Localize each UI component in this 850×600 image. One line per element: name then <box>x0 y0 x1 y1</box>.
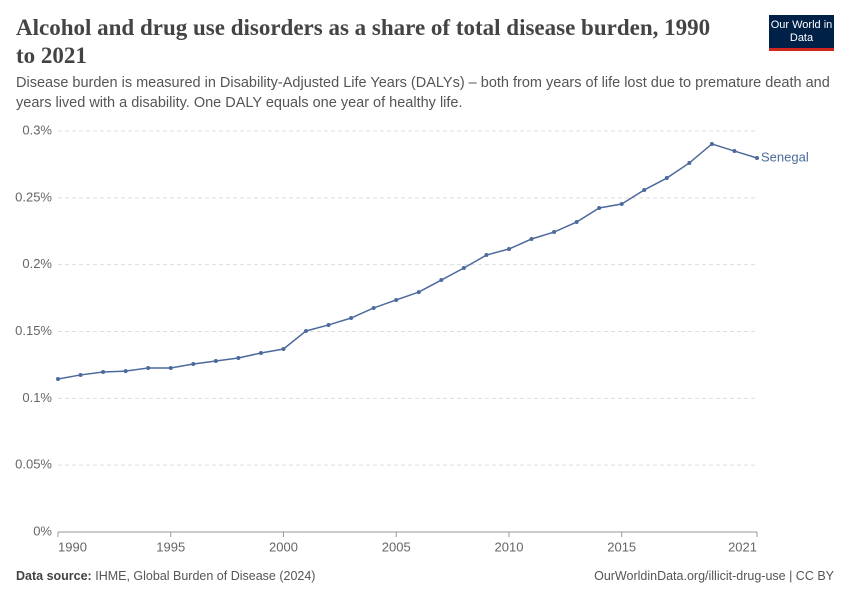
point <box>394 297 399 302</box>
chart-subtitle: Disease burden is measured in Disability… <box>16 75 830 111</box>
x-tick-label: 1990 <box>58 539 87 554</box>
point <box>78 372 83 377</box>
point <box>146 365 151 370</box>
point <box>101 370 106 375</box>
y-tick-label: 0.1% <box>22 390 52 405</box>
point <box>732 149 737 154</box>
logo[interactable]: Our World in Data <box>769 15 834 51</box>
x-tick-label: 2005 <box>382 539 411 554</box>
point <box>484 253 489 258</box>
point <box>619 201 624 206</box>
point <box>574 220 579 225</box>
x-tick-label: 1995 <box>156 539 185 554</box>
point <box>552 230 557 235</box>
point <box>439 278 444 283</box>
series-label: Senegal <box>761 149 809 164</box>
point <box>258 351 263 356</box>
point <box>709 141 714 146</box>
point <box>506 247 511 252</box>
x-tick-label: 2015 <box>607 539 636 554</box>
chart-title: Alcohol and drug use disorders as a shar… <box>16 15 711 68</box>
point <box>461 266 466 271</box>
y-tick-label: 0.05% <box>15 457 52 472</box>
point <box>281 347 286 352</box>
point <box>664 176 669 181</box>
point <box>349 315 354 320</box>
point <box>597 205 602 210</box>
point <box>529 237 534 242</box>
x-tick-label: 2010 <box>495 539 524 554</box>
point <box>687 160 692 165</box>
point <box>416 290 421 295</box>
source-label: Data source: <box>16 569 92 583</box>
point <box>123 369 128 374</box>
point <box>191 361 196 366</box>
source-text: IHME, Global Burden of Disease (2024) <box>95 569 316 583</box>
point <box>213 359 218 364</box>
x-tick-label: 2021 <box>728 539 757 554</box>
y-tick-label: 0.3% <box>22 122 52 137</box>
source: Data source: IHME, Global Burden of Dise… <box>16 569 315 583</box>
y-tick-label: 0% <box>33 523 52 538</box>
point <box>642 187 647 192</box>
point <box>304 328 309 333</box>
point <box>236 355 241 360</box>
line <box>57 143 758 380</box>
point <box>56 376 60 381</box>
x-tick-label: 2000 <box>269 539 298 554</box>
y-tick-label: 0.2% <box>22 256 52 271</box>
point <box>168 365 173 370</box>
y-tick-label: 0.25% <box>15 189 52 204</box>
point <box>326 322 331 327</box>
url[interactable]: OurWorldinData.org/illicit-drug-use | CC… <box>594 569 834 583</box>
point <box>755 156 759 161</box>
point <box>371 305 376 310</box>
y-tick-label: 0.15% <box>15 323 52 338</box>
